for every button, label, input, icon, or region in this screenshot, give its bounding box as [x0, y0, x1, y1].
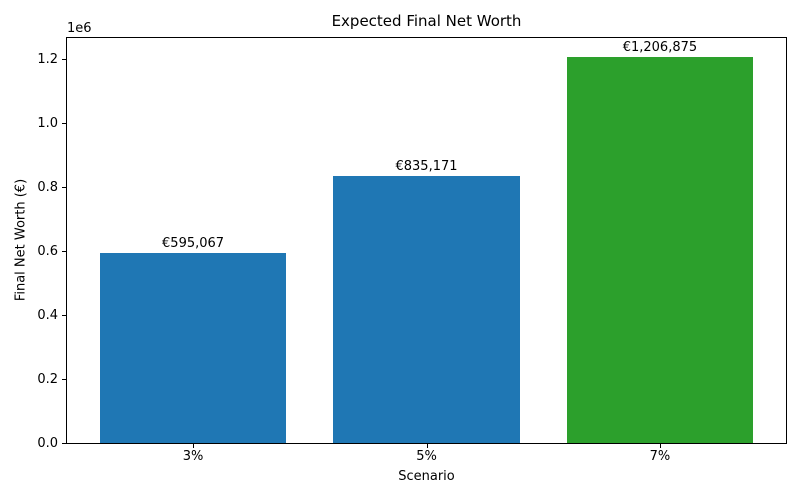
x-tick-label: 5%	[416, 449, 437, 464]
y-tick-label: 0.6	[37, 243, 58, 259]
y-axis-offset-label: 1e6	[67, 21, 92, 36]
y-tick-label: 0.4	[37, 307, 58, 323]
y-tick-mark	[62, 378, 66, 380]
y-tick-mark	[62, 442, 66, 444]
bar-value-label: €835,171	[395, 159, 458, 175]
bar-3%	[99, 252, 287, 443]
y-tick-label: 0.8	[37, 179, 58, 195]
bar-5%	[333, 176, 520, 443]
y-tick-mark	[62, 314, 66, 316]
bar-value-label: €595,067	[162, 235, 225, 251]
x-tick-label: 3%	[182, 449, 204, 464]
y-tick-mark	[62, 122, 66, 124]
x-tick-label: 7%	[649, 449, 671, 464]
x-tick-mark	[426, 444, 428, 448]
x-tick-mark	[659, 444, 661, 448]
x-axis-label: Scenario	[398, 469, 455, 484]
y-tick-label: 1.0	[37, 115, 58, 131]
y-tick-mark	[62, 58, 66, 60]
y-axis-label: Final Net Worth (€)	[13, 178, 29, 302]
bar-value-label: €1,206,875	[622, 40, 698, 56]
y-tick-mark	[62, 250, 66, 252]
bar-7%	[566, 57, 754, 443]
plot-area	[66, 37, 787, 444]
chart-title: Expected Final Net Worth	[331, 12, 522, 30]
x-tick-mark	[193, 444, 195, 448]
y-tick-label: 1.2	[37, 51, 58, 67]
y-tick-label: 0.0	[37, 435, 58, 451]
y-tick-mark	[62, 186, 66, 188]
y-tick-label: 0.2	[37, 371, 58, 387]
